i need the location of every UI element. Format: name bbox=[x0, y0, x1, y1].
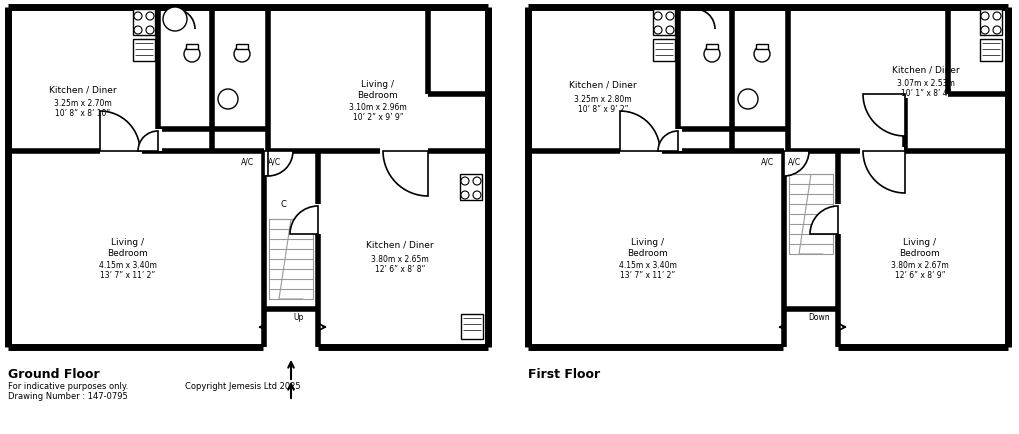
Circle shape bbox=[703, 47, 719, 63]
Bar bbox=[314, 204, 322, 234]
Bar bbox=[380, 148, 428, 156]
Wedge shape bbox=[100, 112, 140, 151]
Circle shape bbox=[473, 178, 481, 186]
Bar bbox=[132, 10, 155, 36]
Circle shape bbox=[146, 13, 154, 21]
Text: 10’ 2” x 9’ 9”: 10’ 2” x 9’ 9” bbox=[353, 113, 403, 122]
Wedge shape bbox=[809, 207, 838, 234]
Text: Kitchen / Diner: Kitchen / Diner bbox=[366, 240, 433, 249]
Text: 3.25m x 2.70m: 3.25m x 2.70m bbox=[54, 99, 112, 108]
Text: Down: Down bbox=[807, 313, 829, 322]
Bar bbox=[528, 8, 1007, 347]
Text: Living /
Bedroom: Living / Bedroom bbox=[108, 238, 148, 257]
Text: Ground Floor: Ground Floor bbox=[8, 367, 100, 380]
Circle shape bbox=[133, 27, 142, 35]
Text: Living /
Bedroom: Living / Bedroom bbox=[627, 238, 667, 257]
Bar bbox=[674, 130, 682, 151]
Bar bbox=[834, 204, 841, 234]
Bar bbox=[899, 91, 907, 99]
Bar bbox=[461, 314, 483, 339]
Text: C: C bbox=[280, 200, 285, 209]
Bar bbox=[132, 40, 155, 62]
Text: 13’ 7” x 11’ 2”: 13’ 7” x 11’ 2” bbox=[100, 271, 156, 280]
Wedge shape bbox=[620, 112, 659, 151]
Text: Kitchen / Diner: Kitchen / Diner bbox=[49, 85, 117, 94]
Wedge shape bbox=[138, 132, 158, 151]
Circle shape bbox=[653, 13, 661, 21]
Text: A/C: A/C bbox=[268, 157, 281, 166]
Bar bbox=[132, 10, 155, 36]
Bar bbox=[460, 174, 482, 201]
Wedge shape bbox=[382, 151, 428, 197]
Text: 12’ 6” x 8’ 9”: 12’ 6” x 8’ 9” bbox=[894, 271, 945, 280]
Text: Kitchen / Diner: Kitchen / Diner bbox=[892, 66, 959, 74]
Bar bbox=[859, 148, 903, 156]
Circle shape bbox=[133, 13, 142, 21]
Text: Kitchen / Diner: Kitchen / Diner bbox=[569, 80, 636, 89]
Wedge shape bbox=[268, 151, 292, 177]
Bar bbox=[652, 10, 675, 36]
Text: A/C: A/C bbox=[242, 157, 255, 166]
Wedge shape bbox=[264, 151, 288, 177]
Circle shape bbox=[993, 13, 1000, 21]
Text: 3.80m x 2.67m: 3.80m x 2.67m bbox=[891, 261, 948, 270]
Bar bbox=[8, 8, 487, 347]
Text: 13’ 7” x 11’ 2”: 13’ 7” x 11’ 2” bbox=[620, 271, 675, 280]
Circle shape bbox=[233, 47, 250, 63]
Text: 3.10m x 2.96m: 3.10m x 2.96m bbox=[348, 103, 407, 112]
Bar bbox=[154, 130, 162, 151]
Text: 3.07m x 2.53m: 3.07m x 2.53m bbox=[896, 79, 954, 88]
Bar bbox=[236, 45, 248, 50]
Circle shape bbox=[218, 90, 237, 110]
Circle shape bbox=[980, 27, 988, 35]
Circle shape bbox=[993, 27, 1000, 35]
Text: 10’ 8” x 8’ 10”: 10’ 8” x 8’ 10” bbox=[55, 109, 110, 118]
Text: 4.15m x 3.40m: 4.15m x 3.40m bbox=[619, 261, 677, 270]
Text: Living /
Bedroom: Living / Bedroom bbox=[899, 238, 940, 257]
Text: 4.15m x 3.40m: 4.15m x 3.40m bbox=[99, 261, 157, 270]
Wedge shape bbox=[289, 207, 318, 234]
Circle shape bbox=[753, 47, 769, 63]
Circle shape bbox=[163, 8, 186, 32]
Bar bbox=[460, 174, 482, 201]
Wedge shape bbox=[862, 95, 904, 137]
Circle shape bbox=[461, 178, 469, 186]
Text: Copyright Jemesis Ltd 2025: Copyright Jemesis Ltd 2025 bbox=[184, 381, 301, 390]
Circle shape bbox=[473, 191, 481, 200]
Bar bbox=[652, 10, 675, 36]
Bar bbox=[186, 45, 198, 50]
Text: 10’ 1” x 8’ 4”: 10’ 1” x 8’ 4” bbox=[900, 89, 951, 98]
Text: 3.80m x 2.65m: 3.80m x 2.65m bbox=[371, 254, 428, 263]
Circle shape bbox=[738, 90, 757, 110]
Circle shape bbox=[146, 27, 154, 35]
Text: First Floor: First Floor bbox=[528, 367, 599, 380]
Text: A/C: A/C bbox=[761, 157, 773, 166]
Text: 10’ 8” x 9’ 2”: 10’ 8” x 9’ 2” bbox=[577, 104, 628, 113]
Bar bbox=[100, 148, 142, 156]
Circle shape bbox=[183, 47, 200, 63]
Bar bbox=[979, 10, 1001, 36]
Circle shape bbox=[665, 13, 674, 21]
Circle shape bbox=[665, 27, 674, 35]
Circle shape bbox=[980, 13, 988, 21]
Text: Drawing Number : 147-0795: Drawing Number : 147-0795 bbox=[8, 391, 127, 400]
Bar bbox=[756, 45, 767, 50]
Text: For indicative purposes only.: For indicative purposes only. bbox=[8, 381, 128, 390]
Wedge shape bbox=[862, 151, 904, 194]
Text: 12’ 6” x 8’ 8”: 12’ 6” x 8’ 8” bbox=[374, 264, 425, 273]
Text: 3.25m x 2.80m: 3.25m x 2.80m bbox=[574, 94, 631, 103]
Wedge shape bbox=[784, 151, 808, 177]
Bar bbox=[706, 45, 717, 50]
Circle shape bbox=[653, 27, 661, 35]
Bar bbox=[620, 148, 661, 156]
Bar bbox=[979, 40, 1001, 62]
Circle shape bbox=[461, 191, 469, 200]
Wedge shape bbox=[657, 132, 678, 151]
Bar bbox=[979, 10, 1001, 36]
Text: Living /
Bedroom: Living / Bedroom bbox=[358, 80, 398, 99]
Text: Up: Up bbox=[293, 313, 304, 322]
Bar bbox=[652, 40, 675, 62]
Text: A/C: A/C bbox=[788, 157, 801, 166]
